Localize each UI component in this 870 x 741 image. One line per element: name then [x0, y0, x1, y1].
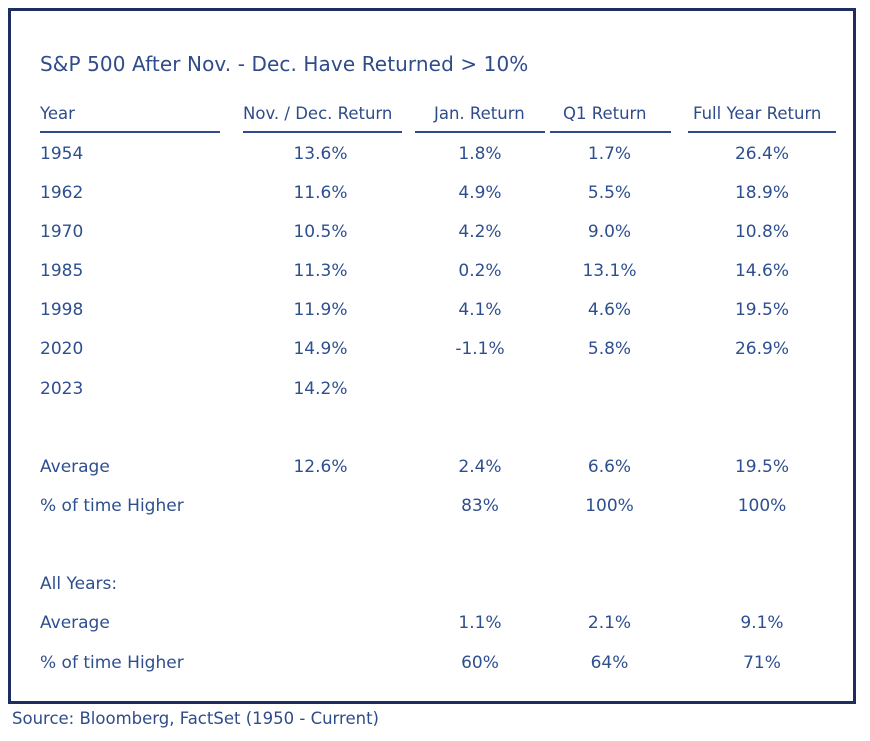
row-nov-dec-return: 14.9%	[293, 339, 348, 359]
header-jan-return: Jan. Return	[434, 104, 525, 123]
all-years-pct-higher-jan: 60%	[461, 653, 499, 673]
summary-pct-higher-full-year: 100%	[737, 496, 787, 516]
row-nov-dec-return: 11.3%	[293, 261, 348, 281]
table-frame	[8, 8, 856, 704]
row-year: 1985	[40, 261, 84, 281]
all-years-label: All Years:	[40, 574, 118, 594]
row-q1-return: 9.0%	[587, 222, 632, 242]
summary-pct-higher-jan: 83%	[461, 496, 499, 516]
all-years-pct-higher-q1: 64%	[590, 653, 629, 673]
row-full-year-return: 14.6%	[734, 261, 789, 281]
row-jan-return: 4.2%	[458, 222, 502, 242]
row-q1-return: 5.8%	[587, 339, 632, 359]
row-jan-return: 4.1%	[458, 300, 502, 320]
header-full-year-return: Full Year Return	[693, 104, 822, 123]
row-full-year-return: 10.8%	[734, 222, 789, 242]
summary-average-label: Average	[40, 457, 110, 477]
row-jan-return: 4.9%	[458, 183, 502, 203]
row-q1-return: 5.5%	[587, 183, 632, 203]
all-years-pct-higher-full-year: 71%	[743, 653, 781, 673]
row-nov-dec-return: 11.6%	[293, 183, 348, 203]
summary-average-jan: 2.4%	[458, 457, 502, 477]
row-q1-return: 1.7%	[587, 144, 632, 164]
header-underline-year	[40, 131, 220, 133]
source-note: Source: Bloomberg, FactSet (1950 - Curre…	[12, 709, 379, 728]
header-year: Year	[40, 104, 75, 123]
row-full-year-return: 26.4%	[734, 144, 789, 164]
all-years-average-label: Average	[40, 613, 110, 633]
row-year: 1970	[40, 222, 84, 242]
row-nov-dec-return: 11.9%	[293, 300, 348, 320]
all-years-average-full-year: 9.1%	[740, 613, 784, 633]
row-q1-return: 13.1%	[582, 261, 637, 281]
row-jan-return: 0.2%	[458, 261, 502, 281]
header-underline-jan	[415, 131, 545, 133]
table-title: S&P 500 After Nov. - Dec. Have Returned …	[40, 52, 529, 76]
row-jan-return: -1.1%	[455, 339, 505, 359]
row-q1-return: 4.6%	[587, 300, 632, 320]
row-nov-dec-return: 10.5%	[293, 222, 348, 242]
summary-average-q1: 6.6%	[587, 457, 632, 477]
row-year: 1998	[40, 300, 84, 320]
summary-pct-higher-q1: 100%	[585, 496, 634, 516]
summary-average-nov-dec: 12.6%	[293, 457, 348, 477]
summary-average-full-year: 19.5%	[734, 457, 789, 477]
row-nov-dec-return: 13.6%	[293, 144, 348, 164]
row-full-year-return: 19.5%	[734, 300, 789, 320]
row-full-year-return: 18.9%	[734, 183, 789, 203]
row-nov-dec-return: 14.2%	[293, 379, 348, 399]
all-years-average-q1: 2.1%	[587, 613, 632, 633]
header-underline-full-year	[688, 131, 836, 133]
header-nov-dec-return: Nov. / Dec. Return	[243, 104, 393, 123]
header-q1-return: Q1 Return	[563, 104, 647, 123]
header-underline-nov-dec	[243, 131, 402, 133]
row-year: 2020	[40, 339, 84, 359]
summary-pct-higher-label: % of time Higher	[40, 496, 184, 516]
row-full-year-return: 26.9%	[734, 339, 789, 359]
row-year: 1962	[40, 183, 84, 203]
header-underline-q1	[550, 131, 671, 133]
row-jan-return: 1.8%	[458, 144, 502, 164]
all-years-average-jan: 1.1%	[458, 613, 502, 633]
row-year: 1954	[40, 144, 84, 164]
all-years-pct-higher-label: % of time Higher	[40, 653, 184, 673]
row-year: 2023	[40, 379, 84, 399]
